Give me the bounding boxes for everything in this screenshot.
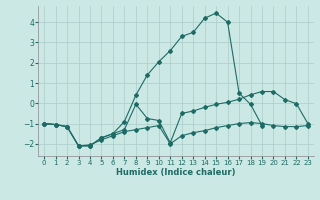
- X-axis label: Humidex (Indice chaleur): Humidex (Indice chaleur): [116, 168, 236, 177]
